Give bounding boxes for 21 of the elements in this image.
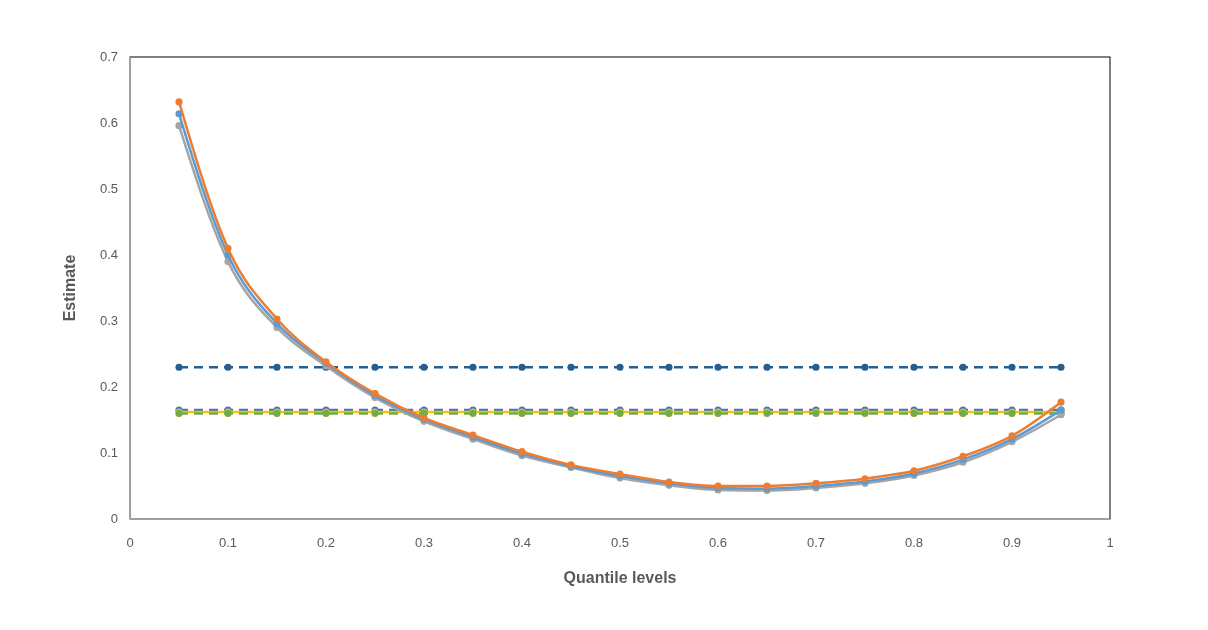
- x-tick-label: 0.4: [512, 535, 532, 550]
- y-tick-label: 0.7: [99, 49, 118, 64]
- x-axis-title: Quantile levels: [563, 569, 677, 586]
- x-tick-label: 0.6: [708, 535, 728, 550]
- x-tick-label: 0.9: [1002, 535, 1022, 550]
- x-tick-label: 0: [126, 535, 134, 550]
- y-tick-label: 0.4: [99, 247, 118, 262]
- x-tick-label: 0.8: [904, 535, 924, 550]
- y-tick-label: 0.1: [99, 445, 118, 460]
- y-axis-title: Estimate: [61, 254, 78, 322]
- x-tick-label: 0.1: [218, 535, 238, 550]
- y-tick-label: 0.2: [99, 379, 118, 394]
- y-tick-label: 0: [110, 511, 118, 526]
- x-tick-label: 0.5: [610, 535, 630, 550]
- x-tick-label: 0.7: [806, 535, 826, 550]
- y-tick-label: 0.3: [99, 313, 118, 328]
- x-tick-label: 0.2: [316, 535, 336, 550]
- x-tick-label: 1: [1106, 535, 1114, 550]
- y-tick-label: 0.6: [99, 115, 118, 130]
- y-tick-label: 0.5: [99, 181, 118, 196]
- x-tick-label: 0.3: [414, 535, 434, 550]
